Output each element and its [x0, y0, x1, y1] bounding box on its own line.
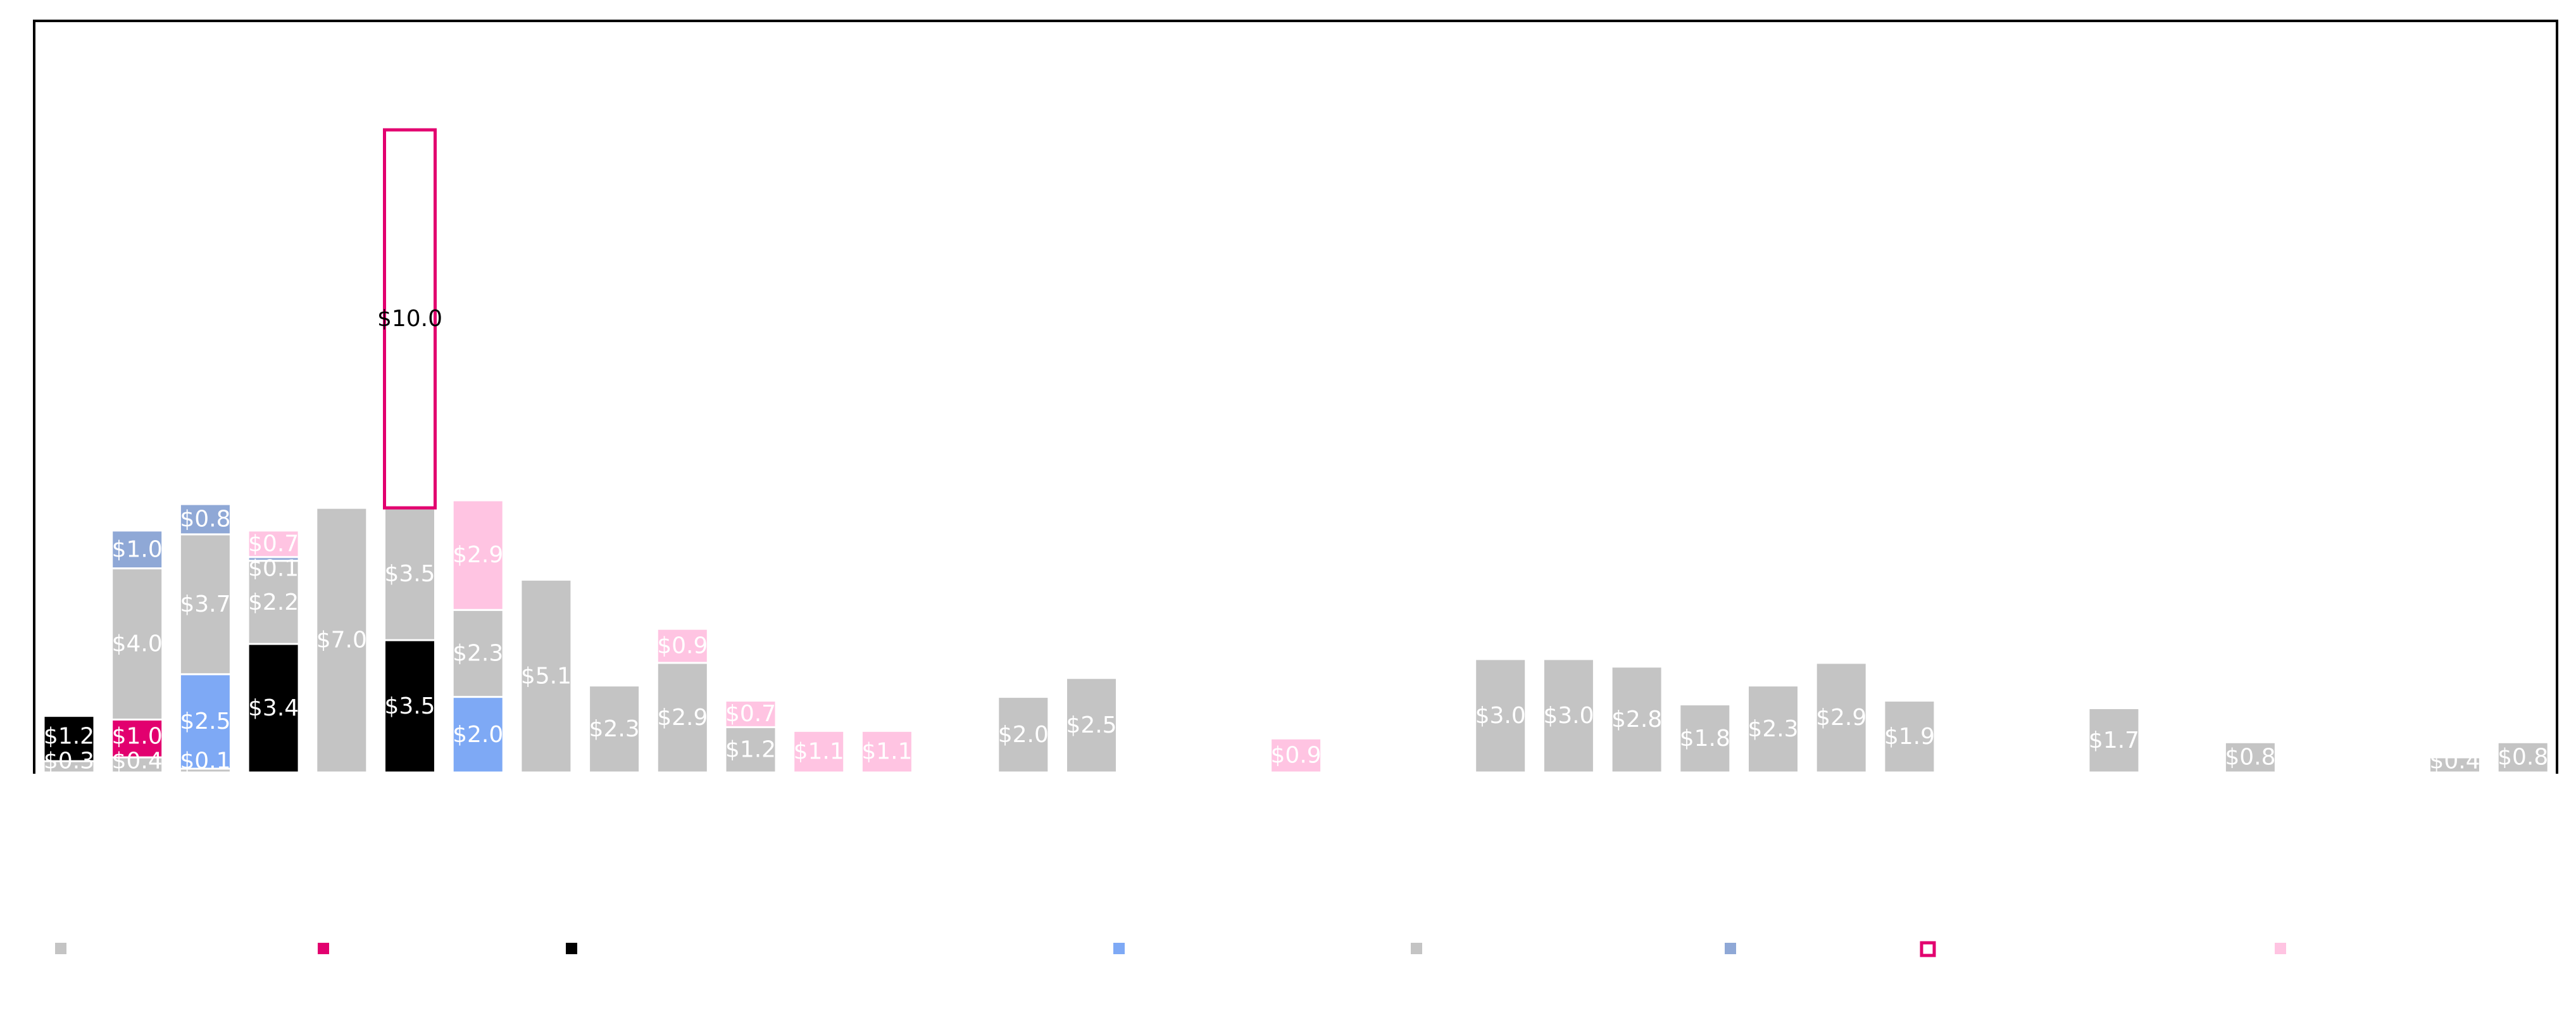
- data-label-s7-c9: $0.9: [657, 633, 708, 659]
- legend-marker-5[interactable]: [1725, 943, 1736, 954]
- bar-segment-s2-c5: [384, 639, 436, 774]
- bar-segment-s7-c3: [247, 529, 300, 558]
- bar-segment-s4-c32: [2223, 741, 2277, 774]
- bar-segment-s4-c27: [1883, 700, 1936, 774]
- legend-marker-1[interactable]: [318, 943, 329, 954]
- data-label-s4-c36: $0.8: [2498, 745, 2548, 771]
- bar-segment-s5-c1: [111, 529, 164, 570]
- data-label-s4-c6: $2.3: [453, 640, 503, 666]
- bar-segment-s4-c23: [1610, 665, 1663, 774]
- bar-segment-s7-c9: [656, 627, 709, 664]
- bar-segment-s4-c14: [997, 696, 1050, 774]
- bar-segment-s4-c3: [247, 560, 300, 645]
- legend-marker-0[interactable]: [55, 943, 66, 954]
- bars-group: $0.3$1.2$0.4$1.0$4.0$1.0$0.1$2.5$3.7$0.8…: [42, 128, 2549, 774]
- data-label-s4-c3: $2.2: [248, 589, 299, 615]
- legend-marker-6[interactable]: [1920, 941, 1936, 957]
- data-label-s4-c10: $1.2: [725, 737, 776, 763]
- bar-segment-s4-c26: [1815, 662, 1868, 774]
- data-label-s7-c18: $0.9: [1271, 743, 1322, 769]
- bar-segment-s4-c36: [2496, 741, 2549, 774]
- bar-segment-s3-c2: [178, 673, 232, 770]
- legend: [55, 941, 2286, 957]
- data-label-s7-c10: $0.7: [725, 701, 776, 727]
- legend-marker-2[interactable]: [566, 943, 577, 954]
- plot-frame: [33, 20, 2558, 774]
- data-label-s4-c27: $1.9: [1884, 724, 1935, 750]
- bar-segment-s4-c2: [178, 533, 232, 676]
- data-label-s2-c0: $1.2: [44, 724, 94, 750]
- data-label-s4-c26: $2.9: [1816, 705, 1866, 731]
- bar-segment-s7-c6: [451, 499, 504, 611]
- data-label-s3-c6: $2.0: [453, 722, 503, 748]
- data-label-s0-c2: $0.1: [180, 748, 230, 774]
- bar-segment-s4-c21: [1474, 658, 1527, 774]
- bar-segment-s4-c6: [451, 608, 504, 698]
- bar-segment-s4-c22: [1542, 658, 1595, 774]
- bar-segment-s4-c24: [1679, 703, 1732, 774]
- bar-segment-s7-c18: [1270, 737, 1323, 774]
- legend-marker-3[interactable]: [1113, 943, 1125, 954]
- data-label-s4-c24: $1.8: [1680, 726, 1730, 752]
- data-label-s7-c3: $0.7: [248, 531, 299, 557]
- data-label-s4-c5: $3.5: [384, 561, 435, 587]
- bar-segment-s7-c11: [792, 729, 846, 774]
- data-label-s0-c1: $0.4: [112, 748, 163, 774]
- bar-segment-s4-c5: [384, 507, 436, 641]
- data-label-s6-c5: $10.0: [377, 306, 442, 332]
- data-label-s4-c9: $2.9: [657, 705, 708, 731]
- data-label-s4-c30: $1.7: [2089, 728, 2139, 753]
- data-label-s3-c2: $2.5: [180, 709, 230, 734]
- bar-segment-s4-c25: [1747, 684, 1799, 774]
- data-label-s4-c23: $2.8: [1611, 707, 1662, 733]
- data-label-s7-c12: $1.1: [861, 739, 912, 765]
- data-label-s0-c0: $0.3: [44, 748, 94, 774]
- bar-segment-s4-c7: [520, 579, 573, 774]
- data-label-s4-c1: $4.0: [112, 631, 163, 657]
- bar-segment-s4-c15: [1065, 677, 1118, 774]
- data-label-s5-c2: $0.8: [180, 507, 230, 532]
- data-label-s4-c21: $3.0: [1475, 703, 1526, 729]
- data-label-s7-c11: $1.1: [794, 739, 844, 765]
- bar-segment-s6-c5: [383, 128, 437, 510]
- data-label-s1-c1: $1.0: [112, 724, 163, 750]
- data-label-s4-c32: $0.8: [2225, 745, 2275, 771]
- data-label-s4-c2: $3.7: [180, 591, 230, 617]
- legend-marker-7[interactable]: [2275, 943, 2286, 954]
- data-label-s4-c25: $2.3: [1748, 716, 1798, 742]
- data-label-s4-c8: $2.3: [589, 716, 640, 742]
- data-label-s7-c6: $2.9: [453, 542, 503, 568]
- bar-segment-s4-c35: [2429, 756, 2481, 774]
- data-label-s5-c3: $0.1: [248, 555, 299, 581]
- bar-segment-s2-c0: [42, 714, 96, 762]
- bar-segment-s3-c6: [451, 696, 504, 774]
- data-label-s4-c7: $5.1: [521, 663, 572, 689]
- bar-segment-s4-c1: [111, 567, 164, 721]
- bar-segment-s5-c2: [178, 503, 232, 536]
- bar-segment-s2-c3: [247, 643, 300, 774]
- data-label-s4-c15: $2.5: [1066, 712, 1116, 738]
- data-label-s4-c4: $7.0: [316, 627, 367, 653]
- bar-segment-s5-c0: [42, 714, 96, 717]
- data-label-s2-c3: $3.4: [248, 695, 299, 721]
- data-label-s4-c22: $3.0: [1543, 703, 1594, 729]
- data-label-s5-c1: $1.0: [112, 536, 163, 562]
- legend-marker-4[interactable]: [1411, 943, 1422, 954]
- bar-segment-s4-c30: [2087, 707, 2141, 774]
- bar-segment-s4-c4: [315, 507, 368, 774]
- data-label-s4-c14: $2.0: [998, 722, 1049, 748]
- bar-segment-s4-c8: [588, 684, 641, 774]
- bar-segment-s7-c12: [860, 729, 913, 774]
- bar-segment-s1-c1: [111, 718, 164, 759]
- data-label-s4-c35: $0.4: [2429, 748, 2480, 774]
- bar-segment-s7-c10: [724, 700, 777, 728]
- data-label-s2-c5: $3.5: [384, 693, 435, 719]
